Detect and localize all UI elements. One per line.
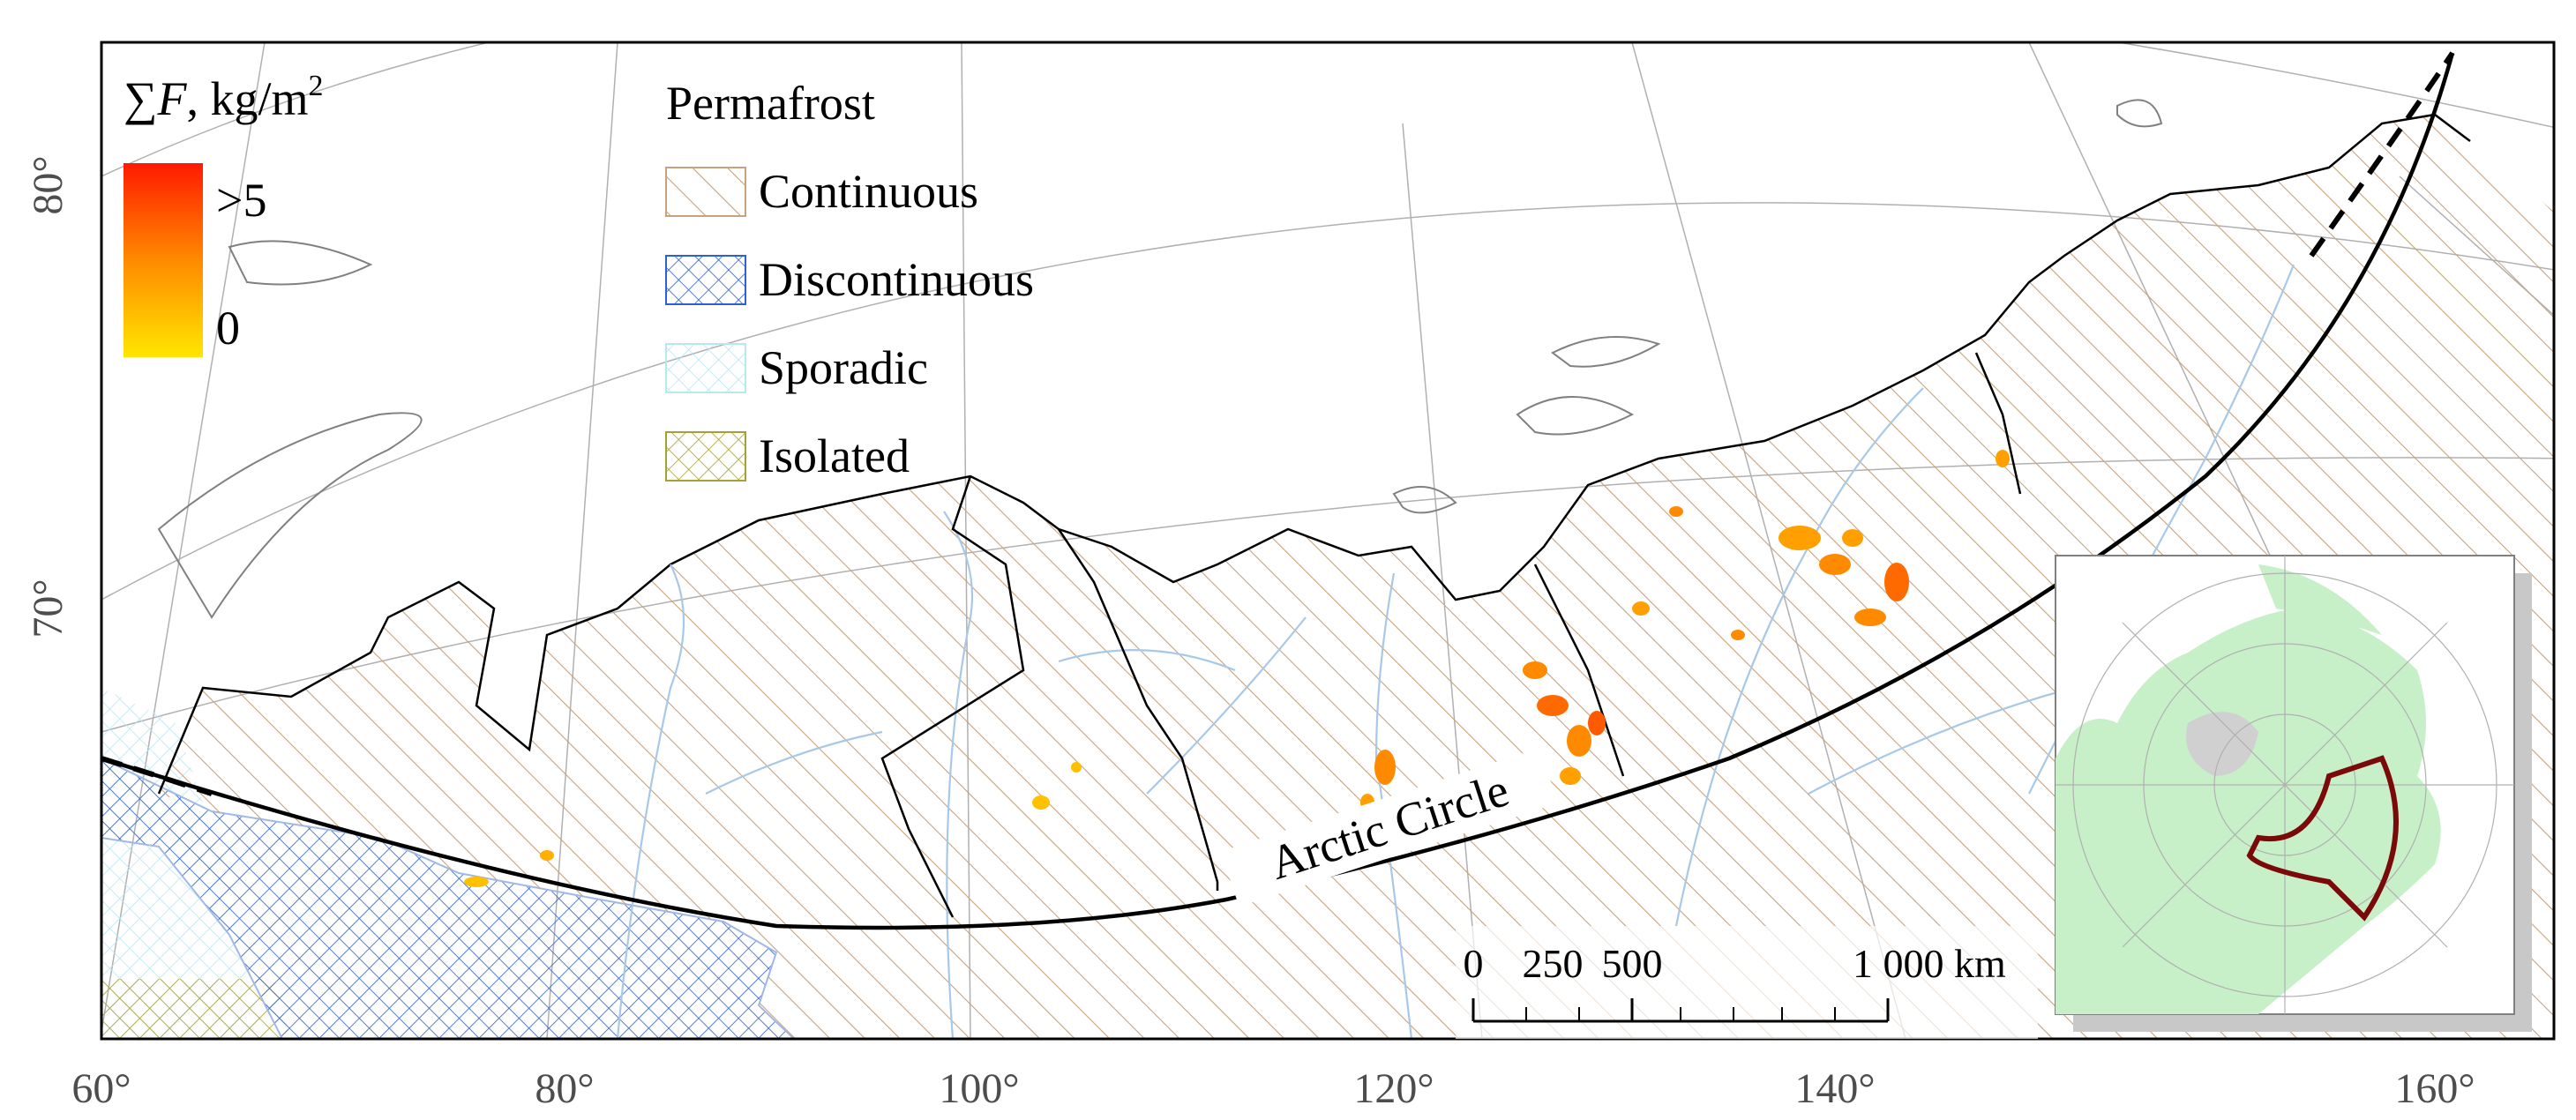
scale-label-250: 250 <box>1523 941 1584 986</box>
region-boundaries <box>880 352 2022 918</box>
lon-label-60: 60° <box>71 1065 131 1112</box>
colorbar-gradient <box>124 163 203 357</box>
burn-spots <box>464 450 2010 887</box>
lon-label-120: 120° <box>1353 1065 1434 1112</box>
legend-swatch-discontinuous <box>665 255 746 305</box>
inset-study-region <box>2246 755 2399 922</box>
inset-map <box>2055 555 2532 1032</box>
inset-land <box>2056 564 2441 1014</box>
colorbar-title-sup: 2 <box>309 70 324 102</box>
scale-label-0: 0 <box>1464 941 1484 986</box>
lon-label-80: 80° <box>535 1065 594 1112</box>
permafrost-legend: Permafrost Continuous Discontinuous Spor… <box>665 77 1034 482</box>
map-frame <box>100 41 2556 1041</box>
arctic-islands <box>157 99 2163 619</box>
lon-label-100: 100° <box>939 1065 1019 1112</box>
legend-label-sporadic: Sporadic <box>759 341 928 394</box>
arctic-circle-dashes <box>101 51 2455 796</box>
legend-swatch-isolated <box>665 431 746 482</box>
inset-graticule <box>2056 556 2514 1014</box>
arctic-circle-label-bg <box>1221 747 1558 907</box>
colorbar-legend: ∑F, kg/m2 >5 0 <box>124 70 324 357</box>
scale-bar: 0 250 500 1 000 km <box>1456 926 2038 1039</box>
legend-label-continuous: Continuous <box>759 165 978 218</box>
inset-greenland <box>2186 712 2258 776</box>
legend-label-isolated: Isolated <box>759 429 910 482</box>
lat-label-80: 80° <box>25 155 71 214</box>
scale-label-500: 500 <box>1602 941 1663 986</box>
permafrost-legend-title: Permafrost <box>666 77 875 130</box>
colorbar-title-symbol: ∑F <box>124 72 187 125</box>
colorbar-title-units: , kg/m <box>186 72 308 125</box>
scale-label-1000: 1 000 km <box>1853 941 2006 986</box>
arctic-circle-line <box>101 52 2455 930</box>
isolated-zone <box>101 979 291 1039</box>
legend-swatch-sporadic <box>665 343 746 393</box>
lon-label-160: 160° <box>2394 1065 2475 1112</box>
lat-label-70: 70° <box>25 579 71 638</box>
colorbar-title: ∑F, kg/m2 <box>124 70 324 125</box>
latitude-labels: 80° 70° <box>25 155 71 638</box>
continuous-zone <box>159 115 2554 1039</box>
colorbar-max-label: >5 <box>216 174 266 227</box>
legend-label-discontinuous: Discontinuous <box>759 253 1034 306</box>
longitude-labels: 60° 80° 100° 120° 140° 160° <box>71 1065 2475 1112</box>
lon-label-140: 140° <box>1794 1065 1875 1112</box>
legend-swatch-continuous <box>665 167 746 217</box>
colorbar-min-label: 0 <box>216 302 240 355</box>
rivers <box>616 264 2295 1039</box>
coastline <box>157 113 2471 795</box>
